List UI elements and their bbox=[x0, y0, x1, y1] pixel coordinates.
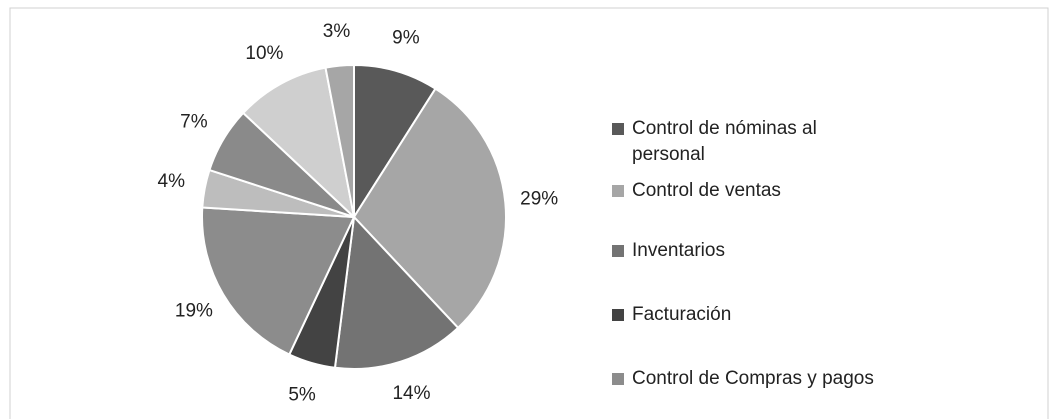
data-label: 10% bbox=[245, 43, 283, 64]
data-label: 9% bbox=[392, 27, 420, 48]
data-label: 29% bbox=[520, 189, 558, 210]
data-label: 5% bbox=[288, 385, 316, 406]
legend-label: Control de ventas bbox=[632, 180, 781, 201]
slice bbox=[241, 66, 356, 220]
legend-item: Control de Compras y pagos bbox=[612, 366, 887, 392]
legend-item: Inventarios bbox=[612, 238, 887, 264]
legend-label: Inventarios bbox=[632, 240, 725, 261]
legend-label: Facturación bbox=[632, 304, 732, 325]
legend-item: Control de ventas bbox=[612, 178, 887, 204]
frame bbox=[9, 7, 1049, 419]
slice bbox=[333, 214, 460, 370]
legend-swatch bbox=[612, 123, 624, 135]
legend-swatch bbox=[612, 309, 624, 321]
legend-item: Facturación bbox=[612, 302, 887, 328]
legend-label: Control de Compras y pagos bbox=[632, 368, 874, 389]
legend-item: Control de nóminas al personal bbox=[612, 116, 887, 168]
data-label: 14% bbox=[392, 383, 430, 404]
data-label: 3% bbox=[323, 21, 351, 42]
slice bbox=[353, 63, 437, 221]
slice bbox=[324, 63, 355, 218]
data-label: 7% bbox=[180, 111, 208, 132]
data-label: 4% bbox=[158, 171, 186, 192]
data-label: 19% bbox=[175, 301, 213, 322]
legend-swatch bbox=[612, 245, 624, 257]
legend-swatch bbox=[612, 185, 624, 197]
slice bbox=[352, 87, 507, 330]
slice bbox=[201, 206, 356, 356]
legend-swatch bbox=[612, 373, 624, 385]
legend-label: Control de nóminas al personal bbox=[632, 118, 817, 165]
